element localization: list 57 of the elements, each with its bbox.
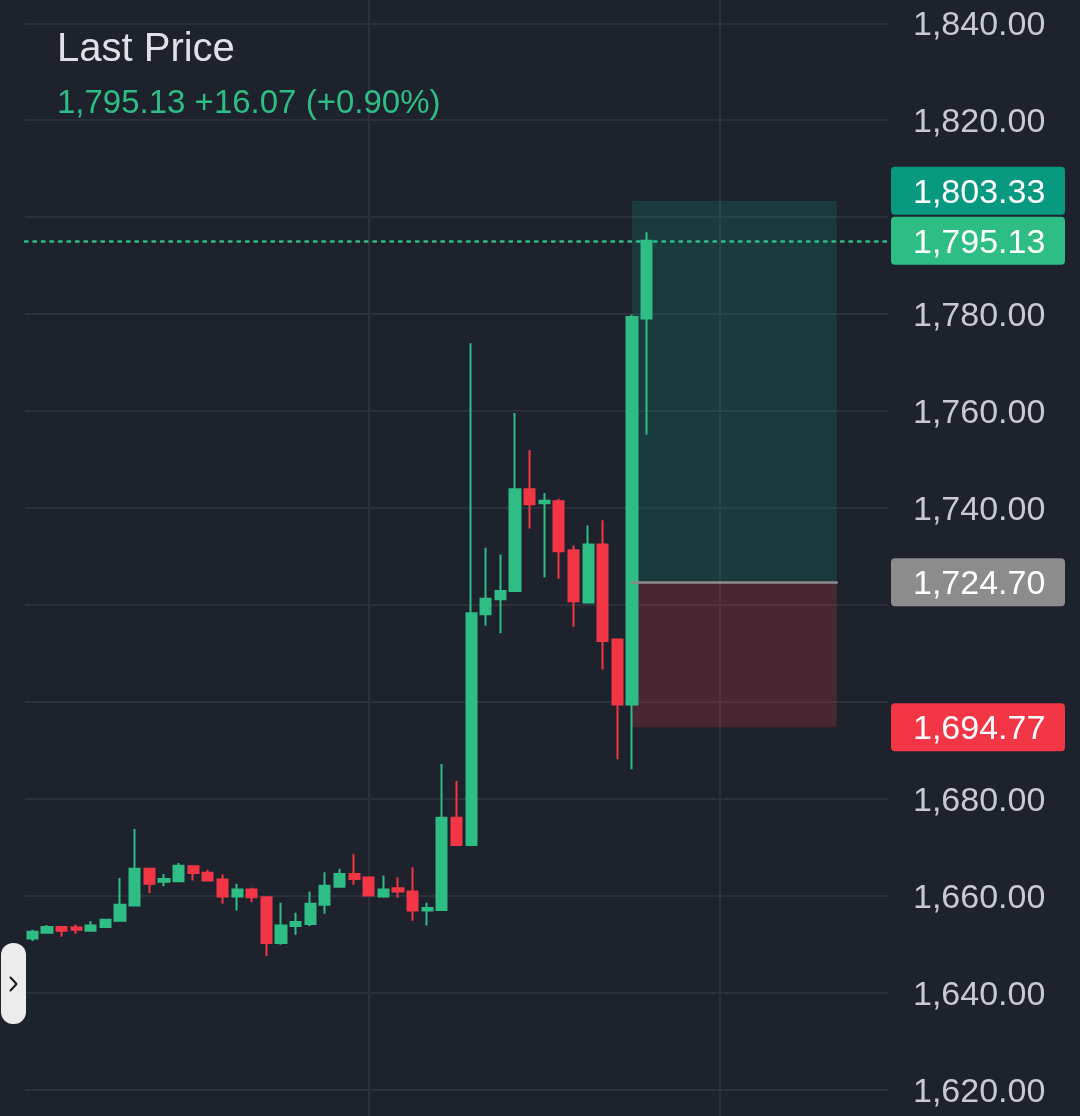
candlestick bbox=[611, 637, 624, 761]
candlestick bbox=[40, 923, 54, 935]
candlestick bbox=[84, 920, 97, 933]
text: 1,795.13 +16.07 (+0.90%) bbox=[57, 83, 441, 120]
y-tick-label: 1,780.00 bbox=[913, 295, 1046, 334]
candlestick bbox=[274, 901, 288, 946]
candlestick bbox=[596, 519, 609, 671]
candlestick bbox=[99, 917, 112, 929]
candlestick bbox=[421, 901, 434, 927]
candlestick bbox=[465, 342, 478, 847]
candlestick bbox=[582, 524, 595, 605]
y-tick-label: 1,840.00 bbox=[913, 4, 1046, 43]
y-tick-label: 1,820.00 bbox=[913, 101, 1046, 140]
candlestick bbox=[538, 492, 551, 579]
candlestick bbox=[201, 868, 214, 882]
ref-line-label: 1,795.13 bbox=[913, 221, 1046, 260]
candlestick bbox=[304, 890, 317, 927]
candlestick bbox=[128, 828, 141, 908]
candlestick bbox=[289, 911, 302, 936]
candlestick bbox=[143, 866, 156, 894]
candlestick bbox=[391, 876, 405, 899]
candlestick bbox=[318, 871, 331, 915]
candlestick bbox=[625, 313, 639, 771]
candlestick bbox=[508, 412, 522, 593]
candlestick bbox=[406, 866, 419, 922]
candlestick bbox=[113, 876, 127, 923]
candlestick bbox=[362, 875, 375, 897]
candlestick bbox=[70, 923, 83, 935]
candlestick bbox=[172, 861, 185, 884]
y-tick-label: 1,620.00 bbox=[913, 1070, 1046, 1109]
candlestick bbox=[187, 864, 200, 882]
candlestick bbox=[245, 886, 258, 904]
ref-line-label: 1,724.70 bbox=[913, 563, 1046, 602]
band-label: 1,803.33 bbox=[913, 171, 1046, 210]
candlestick bbox=[523, 448, 536, 530]
candlestick bbox=[435, 763, 448, 912]
candlestick bbox=[26, 928, 39, 942]
candlestick bbox=[567, 544, 580, 628]
candlestick bbox=[479, 546, 492, 627]
candlestick bbox=[333, 867, 346, 889]
candlestick bbox=[552, 497, 565, 580]
y-tick-label: 1,660.00 bbox=[913, 876, 1046, 915]
candlestick bbox=[55, 925, 68, 938]
y-tick-label: 1,640.00 bbox=[913, 973, 1046, 1012]
candlestick bbox=[348, 853, 361, 886]
y-tick-label: 1,680.00 bbox=[913, 779, 1046, 818]
candlestick bbox=[157, 873, 171, 888]
candlestick bbox=[377, 874, 390, 899]
y-tick-label: 1,760.00 bbox=[913, 392, 1046, 431]
candlestick bbox=[450, 780, 463, 846]
candlestick bbox=[494, 553, 507, 635]
candlestick bbox=[231, 882, 244, 912]
candlestick bbox=[216, 873, 229, 905]
text: Last Price bbox=[57, 25, 235, 69]
band-label: 1,694.77 bbox=[913, 708, 1046, 747]
y-tick-label: 1,740.00 bbox=[913, 489, 1046, 528]
candlestick bbox=[260, 895, 273, 958]
